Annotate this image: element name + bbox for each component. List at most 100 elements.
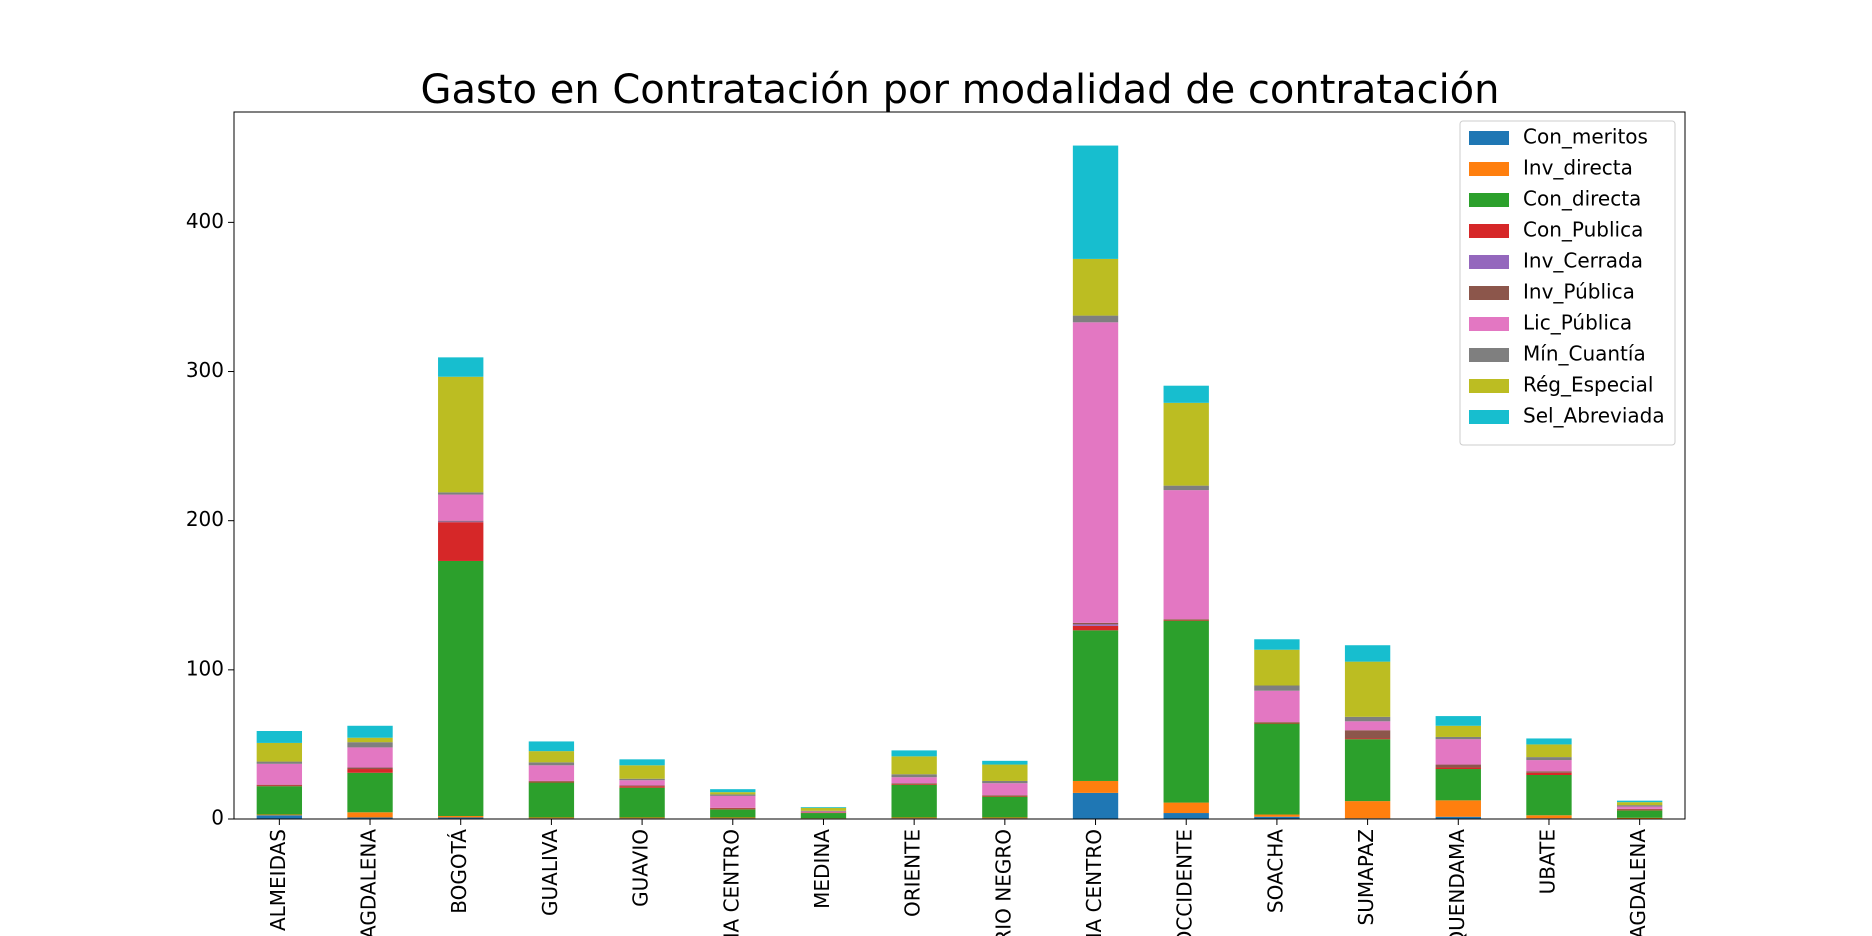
bar-segment	[1616, 810, 1663, 818]
bar-segment	[710, 809, 756, 818]
bar-segment	[619, 759, 665, 766]
bar-segment	[528, 780, 575, 782]
bar-segment	[1526, 760, 1572, 772]
legend-swatch	[1469, 317, 1509, 331]
bar-segment	[256, 763, 303, 785]
bar-segment	[347, 725, 393, 738]
bar-segment	[1072, 625, 1119, 631]
x-tick-label: GUALIVA	[538, 829, 562, 916]
legend-swatch	[1469, 286, 1509, 300]
bar-segment	[891, 756, 937, 775]
bar-segment	[347, 817, 393, 819]
bar-segment	[1254, 639, 1300, 650]
bar-segment	[438, 492, 484, 495]
x-tick-label: SUMAPAZ	[1354, 829, 1378, 925]
bar-segment	[1344, 721, 1391, 731]
bar-segment	[256, 730, 303, 743]
x-tick-label: QUENDAMA	[1445, 829, 1469, 936]
legend-swatch	[1469, 348, 1509, 362]
legend-label: Inv_Pública	[1523, 280, 1635, 304]
legend-label: Sel_Abreviada	[1523, 404, 1665, 428]
x-tick-label: ORIENTE	[901, 829, 925, 917]
bar-segment	[891, 817, 937, 819]
bar-segment	[619, 780, 665, 786]
bar-segment	[256, 742, 303, 762]
bar-segment	[891, 784, 937, 818]
bar-segment	[1526, 757, 1572, 761]
y-tick-label: 0	[211, 806, 224, 830]
legend-swatch	[1469, 162, 1509, 176]
bar-segment	[528, 765, 575, 781]
bar-segment	[1254, 814, 1300, 817]
bar-segment	[438, 376, 484, 493]
bar-segment	[1163, 385, 1209, 403]
bar-segment	[347, 769, 393, 773]
legend-label: Con_directa	[1523, 187, 1641, 211]
x-tick-label: NA CENTRO	[719, 829, 743, 936]
bar-segment	[1163, 802, 1209, 814]
bar-segment	[1344, 661, 1391, 717]
x-tick-label: ALMEIDAS	[266, 829, 290, 931]
bar-segment	[710, 789, 756, 793]
bar-segment	[1254, 722, 1300, 723]
x-tick-label: OCCIDENTE	[1173, 829, 1197, 936]
bar-segment	[619, 787, 665, 818]
bar-segment	[347, 772, 393, 813]
bar-segment	[982, 764, 1028, 781]
bar-segment	[710, 817, 756, 819]
bar-segment	[1163, 619, 1209, 620]
bar-segment	[528, 782, 575, 818]
bar-segment	[982, 795, 1028, 797]
bar-segment	[1254, 649, 1300, 686]
bar-segment	[1526, 738, 1572, 745]
y-tick-label: 400	[186, 209, 224, 233]
bar-segment	[619, 817, 665, 819]
bar-segment	[710, 794, 756, 796]
bar-segment	[982, 795, 1028, 796]
plot-frame	[233, 111, 1686, 820]
legend-label: Mín_Cuantía	[1523, 342, 1646, 366]
bar-segment	[528, 781, 575, 783]
legend-label: Rég_Especial	[1523, 373, 1653, 397]
bar-segment	[1072, 630, 1119, 781]
x-tick-label: BOGOTÁ	[447, 829, 471, 914]
bar-segment	[1435, 736, 1481, 740]
bar-segment	[1526, 772, 1572, 775]
bar-segment	[891, 783, 937, 785]
x-tick-label: AGDALENA	[1626, 829, 1650, 936]
bar-segment	[1526, 774, 1572, 816]
bar-segment	[1435, 716, 1481, 726]
legend-label: Inv_Cerrada	[1523, 249, 1643, 273]
bar-segment	[347, 737, 393, 743]
bar-segment	[1163, 402, 1209, 486]
bar-segment	[528, 762, 575, 766]
bar-segment	[800, 811, 847, 813]
x-tick-label: GUAVIO	[629, 829, 653, 907]
bar-segment	[1526, 744, 1572, 758]
bar-segment	[1072, 780, 1119, 793]
bar-segment	[1344, 730, 1391, 739]
bar-segment	[619, 765, 665, 779]
bar-segment	[710, 795, 756, 808]
bar-segment	[891, 777, 937, 784]
legend-swatch	[1469, 410, 1509, 424]
bar-segment	[1072, 322, 1119, 623]
bar-segment	[1254, 723, 1300, 815]
bar-segment	[1616, 802, 1663, 806]
bar-segment	[256, 815, 303, 819]
bar-segment	[1163, 813, 1209, 819]
bar-segment	[1072, 792, 1119, 819]
bar-segment	[1435, 816, 1481, 819]
bar-segment	[1072, 622, 1119, 625]
bar-segment	[982, 760, 1028, 765]
bar-segment	[1435, 769, 1481, 801]
bar-segment	[438, 520, 484, 522]
bar-segment	[347, 767, 393, 770]
bar-segment	[256, 761, 303, 764]
x-tick-label: UBATE	[1535, 829, 1559, 894]
bar-segment	[982, 796, 1028, 818]
bar-segment	[982, 817, 1028, 819]
bar-segment	[800, 810, 847, 812]
bar-segment	[1616, 808, 1663, 810]
bar-segment	[619, 786, 665, 788]
